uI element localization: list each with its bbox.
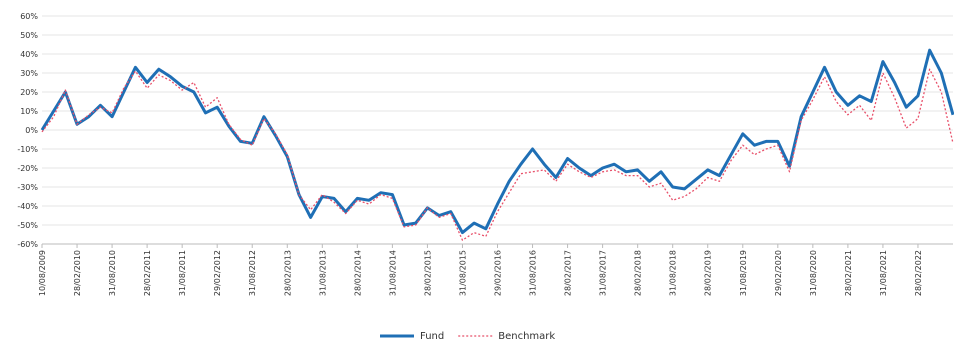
x-tick-label: 28/02/2013 [283,250,292,296]
x-tick-label: 31/08/2019 [739,250,748,296]
x-tick-label: 28/02/2015 [423,250,432,296]
x-tick-label: 31/08/2013 [318,250,327,296]
legend: Fund Benchmark [380,331,555,341]
x-tick-label: 29/02/2012 [213,250,222,296]
x-tick-label: 31/08/2016 [529,250,538,296]
y-tick-label: -50% [17,221,38,230]
y-tick-label: 30% [20,69,38,78]
x-tick-label: 28/02/2019 [704,250,713,296]
x-tick-label: 10/08/2009 [38,250,47,296]
legend-label: Fund [420,331,444,341]
x-tick-label: 31/08/2012 [248,250,257,296]
x-tick-label: 28/02/2022 [914,250,923,296]
x-tick-label: 31/08/2021 [879,250,888,296]
y-tick-label: 60% [20,12,38,21]
y-tick-label: -40% [17,202,38,211]
x-tick-label: 28/02/2014 [353,250,362,296]
x-tick-label: 29/02/2016 [494,250,503,296]
series-line [41,68,954,241]
x-tick-label: 28/02/2018 [634,250,643,296]
series-line [40,48,954,235]
y-tick-label: -60% [17,240,38,249]
x-tick-label: 28/02/2021 [844,250,853,296]
y-tick-label: 0% [25,126,38,135]
x-tick-label: 28/02/2017 [564,250,573,296]
x-tick-label: 31/08/2010 [108,250,117,296]
x-tick-label: 31/08/2017 [599,250,608,296]
x-tick-label: 28/02/2010 [73,250,82,296]
x-tick-label: 31/08/2011 [178,250,187,296]
x-tick-label: 31/08/2015 [458,250,467,296]
y-tick-label: -30% [17,183,38,192]
y-tick-label: 10% [20,107,38,116]
x-tick-label: 29/02/2020 [774,250,783,296]
y-tick-label: -20% [17,164,38,173]
x-tick-label: 28/02/2011 [143,250,152,296]
y-tick-label: -10% [17,145,38,154]
x-tick-label: 31/08/2018 [669,250,678,296]
x-tick-label: 31/08/2020 [809,250,818,296]
y-tick-label: 40% [20,50,38,59]
y-tick-label: 20% [20,88,38,97]
legend-label: Benchmark [498,331,555,341]
x-tick-label: 31/08/2014 [388,250,397,296]
y-tick-label: 50% [20,31,38,40]
